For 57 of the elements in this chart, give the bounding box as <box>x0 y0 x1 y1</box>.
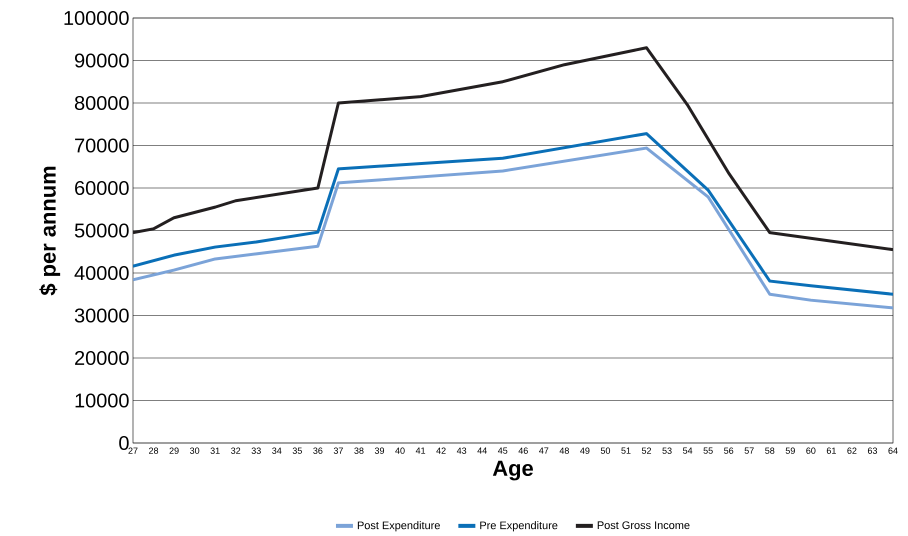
x-tick-label: 60 <box>806 448 816 454</box>
x-tick-label: 44 <box>477 448 487 454</box>
x-tick-label: 61 <box>826 448 836 454</box>
x-tick-label: 49 <box>580 448 590 454</box>
x-tick-label: 47 <box>539 448 548 454</box>
x-tick-label: 57 <box>744 448 754 454</box>
x-tick-label: 41 <box>416 448 426 454</box>
legend-label: Post Expenditure <box>358 521 440 532</box>
y-tick-label: 60000 <box>75 180 129 196</box>
x-axis-title: Age <box>492 460 533 480</box>
y-tick-label: 30000 <box>74 308 129 323</box>
x-tick-label: 43 <box>456 448 466 454</box>
x-tick-label: 59 <box>786 448 795 454</box>
x-tick-label: 29 <box>170 448 179 454</box>
x-tick-label: 31 <box>210 448 220 454</box>
y-tick-label: 20000 <box>75 350 129 366</box>
x-tick-label: 53 <box>662 448 672 454</box>
x-tick-label: 42 <box>436 448 446 454</box>
x-tick-label: 27 <box>128 448 138 454</box>
y-tick-label: 50000 <box>74 223 129 238</box>
x-tick-label: 46 <box>518 448 528 454</box>
x-tick-label: 28 <box>149 448 158 454</box>
y-tick-label: 70000 <box>75 138 129 153</box>
x-tick-label: 52 <box>642 448 652 454</box>
x-tick-label: 37 <box>334 448 343 454</box>
line-series <box>133 132 894 296</box>
x-tick-label: 45 <box>498 448 508 454</box>
x-tick-label: 56 <box>724 448 734 454</box>
x-tick-label: 33 <box>252 448 261 454</box>
x-tick-label: 34 <box>272 448 282 454</box>
x-tick-label: 58 <box>765 448 774 454</box>
x-tick-label: 63 <box>868 448 878 454</box>
x-tick-label: 50 <box>600 448 610 454</box>
y-axis-title: $ per annum <box>39 166 60 296</box>
x-tick-label: 38 <box>354 448 364 454</box>
y-tick-label: 100000 <box>64 10 129 26</box>
y-tick-label: 10000 <box>76 393 129 408</box>
y-tick-label: 90000 <box>75 53 129 68</box>
x-tick-label: 48 <box>560 448 569 454</box>
line-series <box>133 46 894 252</box>
x-tick-label: 39 <box>374 448 384 454</box>
x-tick-label: 40 <box>395 448 405 454</box>
x-tick-label: 64 <box>888 448 898 454</box>
legend-label: Pre Expenditure <box>480 521 558 532</box>
y-tick-label: 80000 <box>74 96 129 110</box>
x-tick-label: 55 <box>704 448 713 454</box>
x-tick-label: 62 <box>847 448 856 454</box>
x-tick-label: 35 <box>292 448 302 454</box>
x-tick-label: 54 <box>682 448 692 454</box>
x-tick-label: 51 <box>621 448 631 454</box>
line-series <box>133 146 894 310</box>
x-tick-label: 32 <box>231 448 240 454</box>
x-tick-label: 36 <box>313 448 322 454</box>
x-tick-label: 30 <box>190 448 200 454</box>
y-tick-label: 40000 <box>74 266 129 280</box>
y-tick-label: 0 <box>119 436 129 450</box>
legend-label: Post Gross Income <box>598 521 690 530</box>
